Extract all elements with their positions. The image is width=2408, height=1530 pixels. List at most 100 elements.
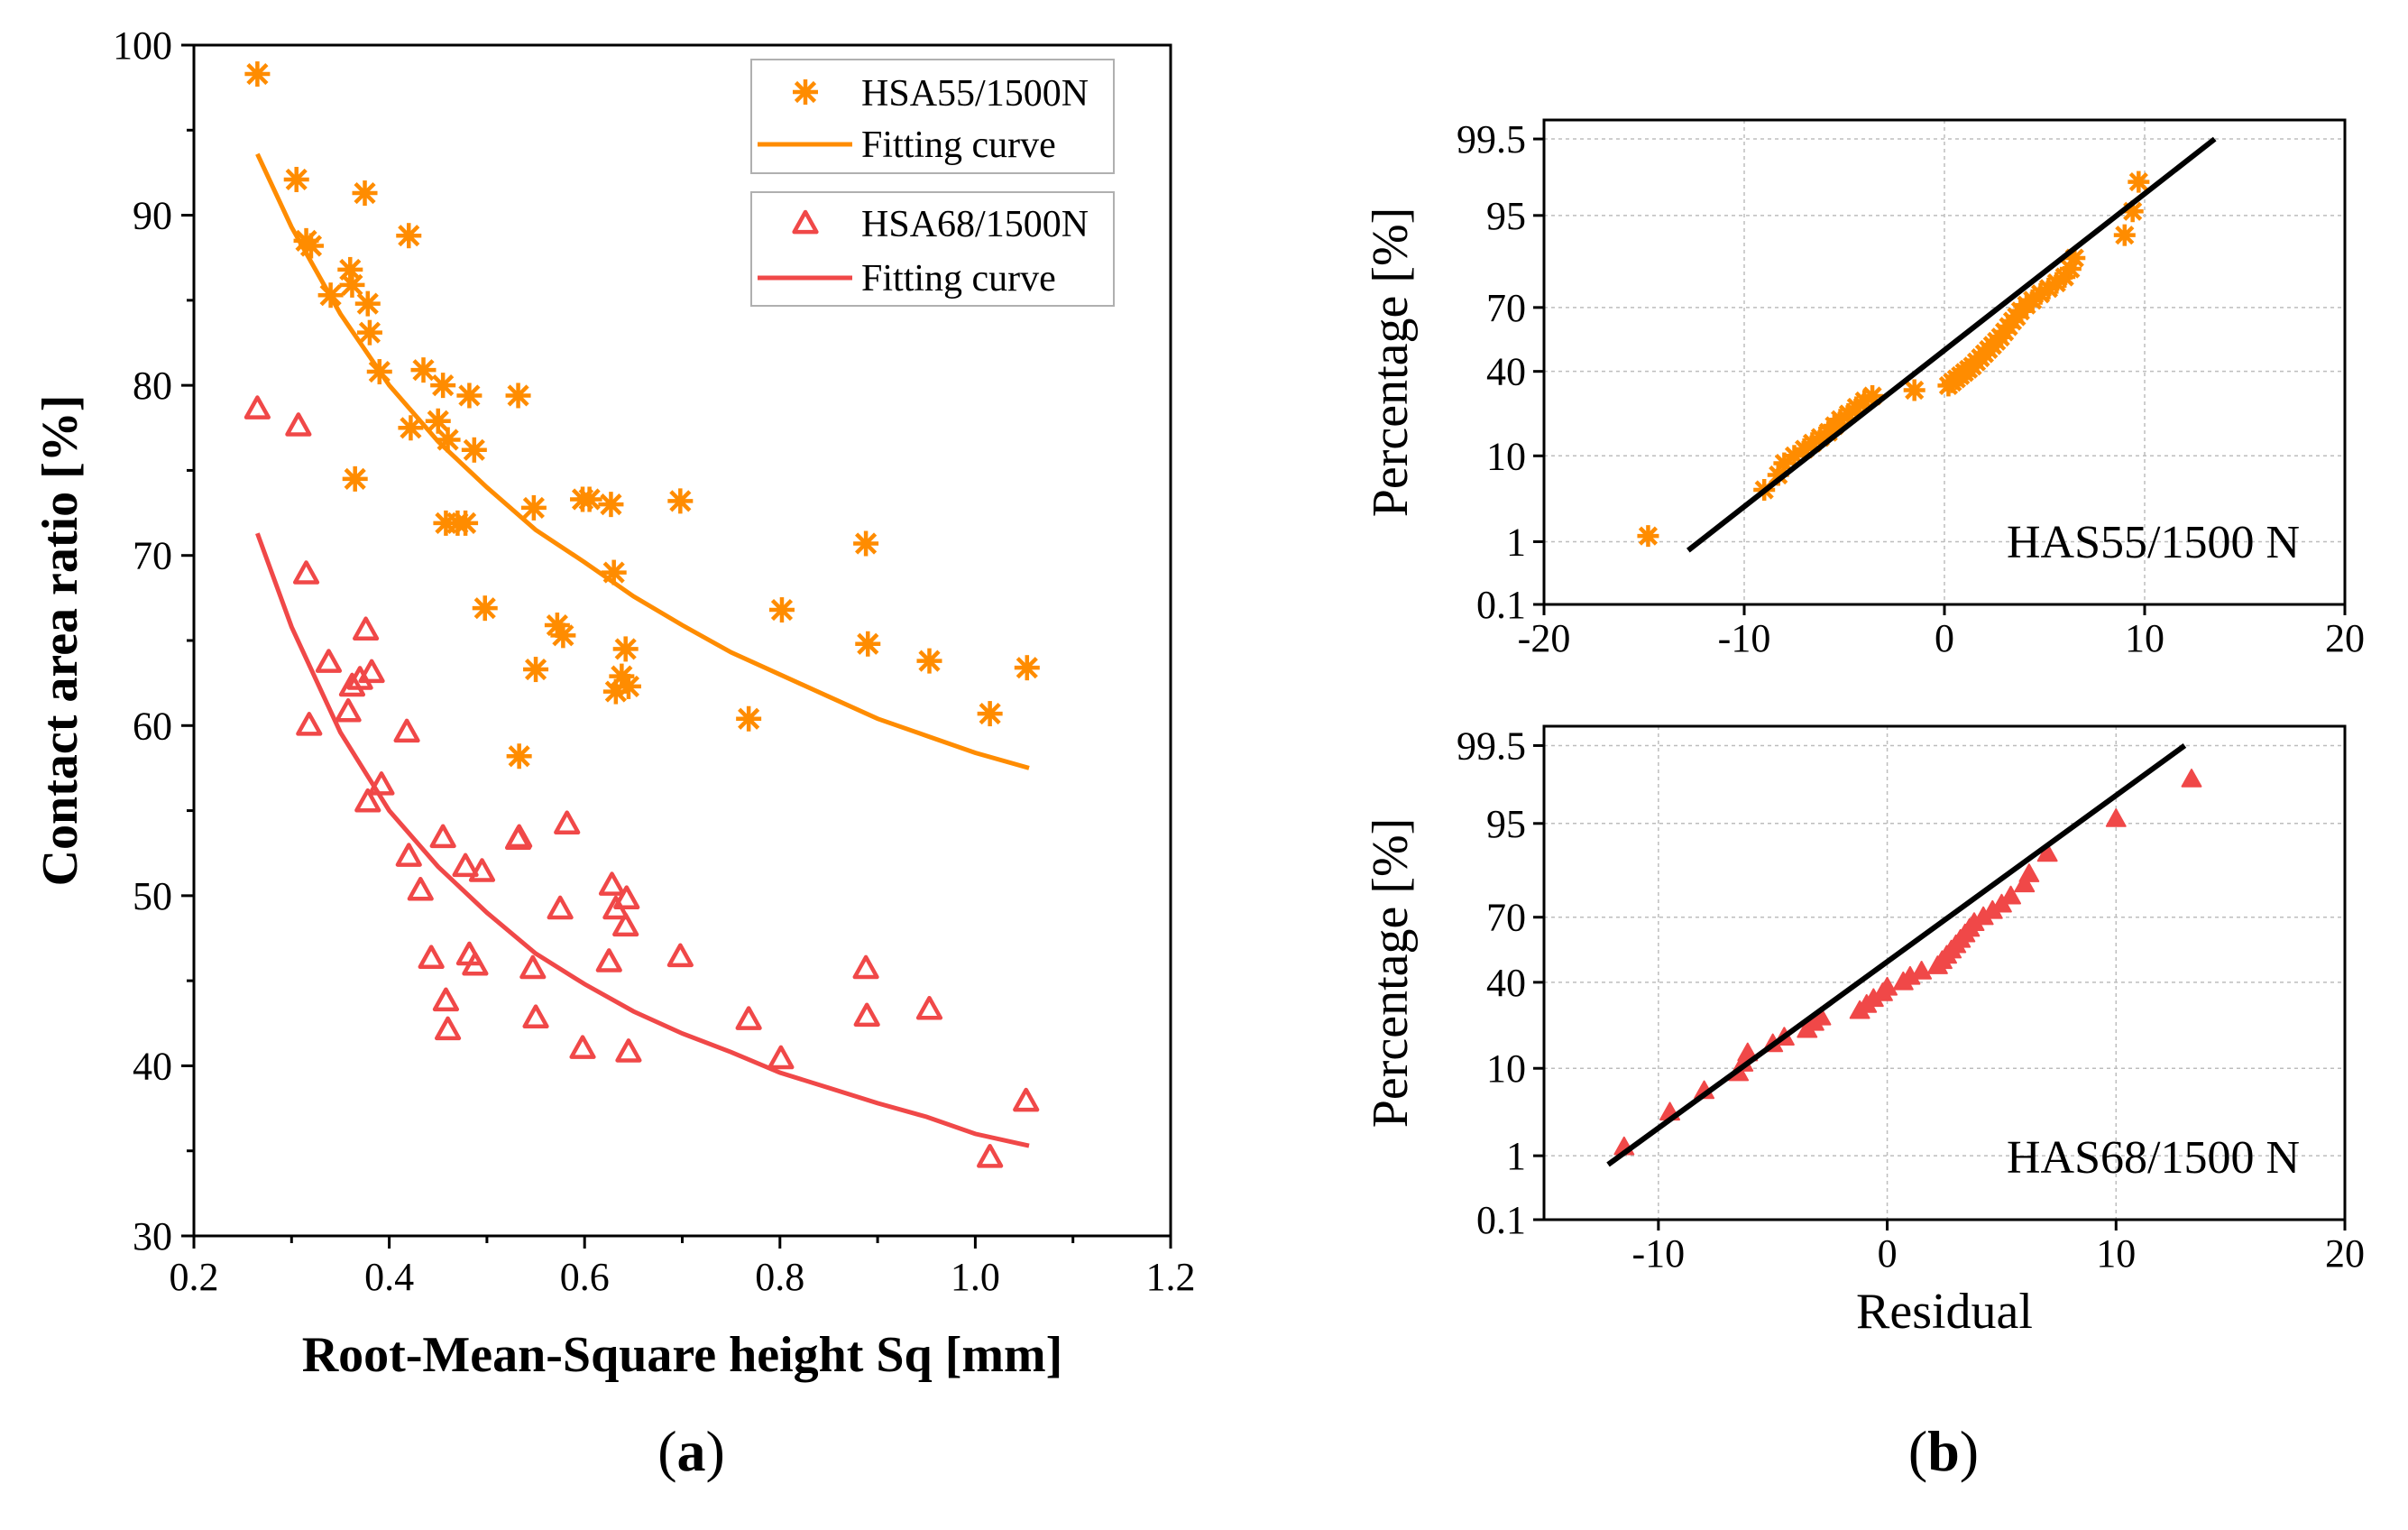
data-point [398,415,424,441]
plot-frame [1542,724,2347,1221]
data-point [506,743,532,770]
data-point [296,712,323,736]
data-point [393,718,420,743]
legend-label: HSA55/1500N [861,73,1089,115]
asterisk-stroke [2064,248,2084,268]
legend-marker [793,79,818,105]
panel-letter: a [677,1419,706,1483]
x-tick-label: 0.2 [170,1255,219,1299]
panel-label-b: (b) [1908,1419,1979,1483]
asterisk-stroke [398,225,420,247]
data-point [554,810,581,835]
y-tick-label: 80 [133,364,172,408]
x-axis-title: Root-Mean-Square height Sq [mm] [302,1327,1063,1383]
data-point [916,648,942,674]
data-point [453,510,479,536]
legend-hsa68: HSA68/1500N Fitting curve [750,191,1115,307]
y-tick-label: 40 [1486,961,1526,1005]
asterisk-stroke [344,467,366,490]
y-tick-label: 1 [1506,1134,1526,1178]
asterisk-stroke [2115,226,2135,245]
x-tick-label: 0 [1935,616,1954,660]
series-1 [1606,743,2187,1167]
paren-open: ( [657,1419,676,1483]
asterisk-stroke [1638,526,1659,546]
data-point [368,771,395,796]
series-3 [255,532,1030,1148]
data-point [736,705,762,732]
x-axis-title: Residual [1856,1284,2033,1340]
data-point [358,659,385,684]
y-tick-label: 0.1 [1476,583,1526,627]
data-point [456,382,483,409]
series-2 [244,395,1040,1168]
data-point [550,622,576,649]
data-point [292,560,320,585]
asterisk-stroke [356,292,379,315]
data-point [853,1002,880,1028]
asterisk-stroke [600,493,622,516]
legend-label: Fitting curve [861,258,1056,300]
asterisk-stroke [354,181,376,205]
asterisk-stroke [611,665,633,687]
data-point [468,858,496,882]
data-point [853,530,879,557]
asterisk-stroke [918,650,941,672]
asterisk-stroke [855,532,878,555]
data-point [315,649,343,673]
x-tick-label: 0.4 [364,1255,414,1299]
paren-close: ) [1960,1419,1979,1483]
x-tick-label: -10 [1718,616,1771,660]
data-point [1014,655,1040,681]
asterisk-stroke [427,410,449,432]
asterisk-stroke [770,598,794,622]
y-tick-label: 70 [1486,286,1526,330]
data-point [354,788,381,813]
y-tick-label: 99.5 [1457,724,1526,768]
data-point [335,697,362,723]
data-point [407,876,434,901]
series-0 [1637,171,2150,548]
y-tick-label: 10 [1486,434,1526,478]
data-point [1877,976,1898,996]
series-0 [244,61,1040,770]
data-point [353,616,380,641]
asterisk-stroke [432,374,455,397]
data-point [523,657,549,683]
data-point [429,824,456,849]
data-point [506,824,533,849]
y-tick-label: 40 [1486,350,1526,394]
data-point [767,1045,795,1070]
data-point [768,597,795,623]
data-point [346,666,373,690]
data-point [595,948,622,972]
y-tick-label: 30 [133,1214,172,1258]
data-point [519,954,547,980]
data-point [505,382,531,409]
asterisk-stroke [341,273,363,296]
asterisk-stroke [473,597,496,620]
data-point [569,1035,596,1059]
data-point [667,488,694,514]
data-point [418,945,445,969]
data-point [356,319,382,346]
data-point [547,895,574,920]
y-axis-title: Percentage [%] [1363,818,1419,1129]
asterisk-stroke [524,658,547,681]
y-tick-label: 70 [1486,896,1526,940]
data-point [1637,525,1659,548]
asterisk-stroke [857,632,879,655]
asterisk-stroke [617,675,640,698]
reference-line [1606,743,2187,1167]
panel-inset-title: HAS68/1500 N [2007,1132,2300,1184]
data-point [612,636,639,662]
asterisk-stroke [400,417,422,439]
asterisk-stroke [738,707,760,730]
asterisk-stroke [979,702,1001,725]
legend-label: HSA68/1500N [861,204,1089,245]
reference-line [1686,136,2217,553]
legend-marker [792,209,819,235]
data-point [2059,258,2082,281]
